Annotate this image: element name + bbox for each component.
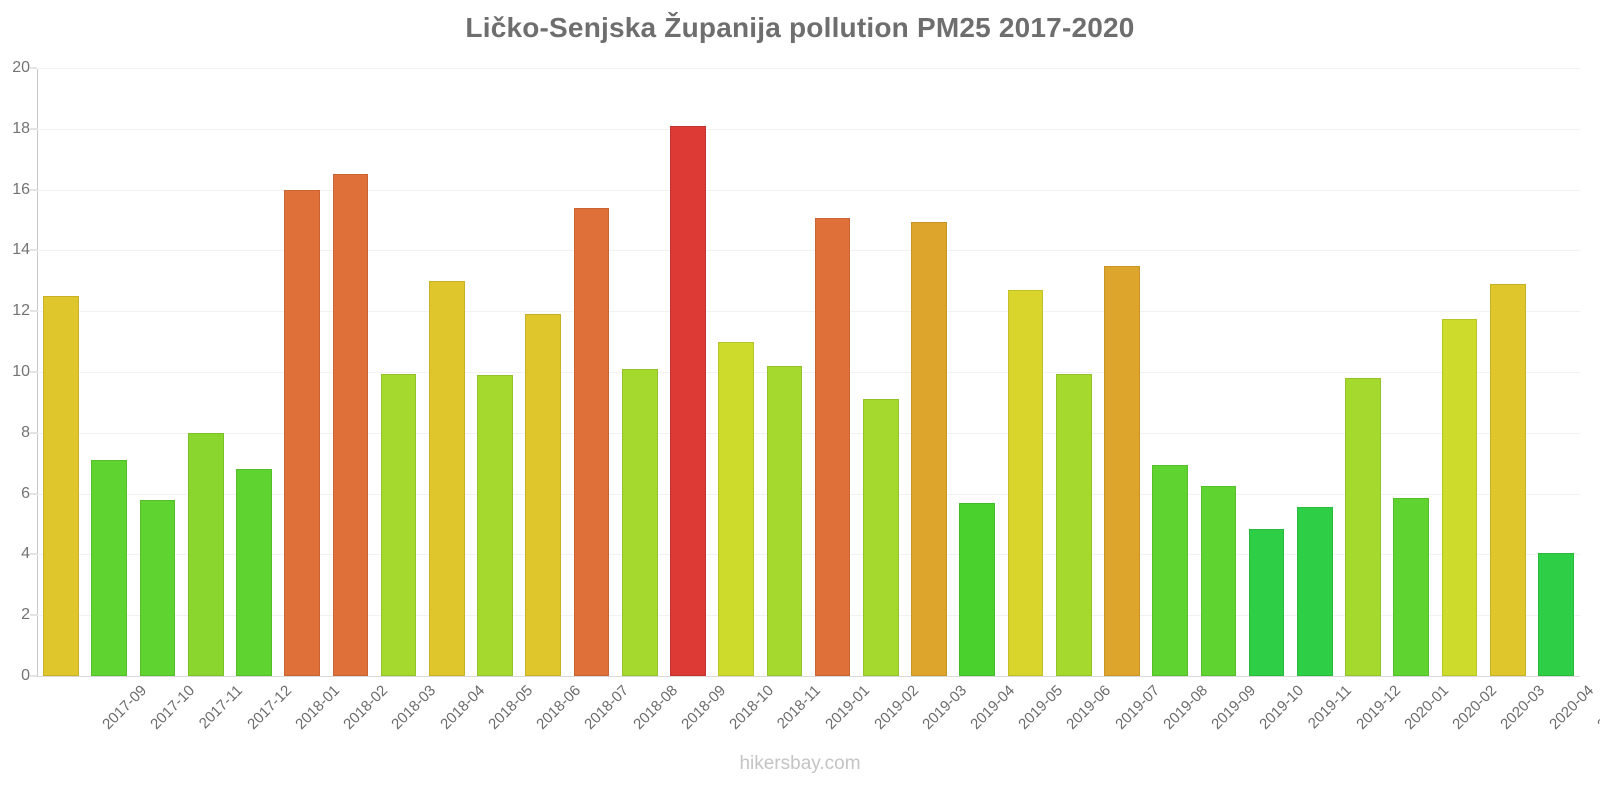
bar[interactable] [718,341,754,676]
x-axis-label: 2017-09 [99,682,151,733]
y-axis-label: 20 [12,59,30,76]
y-axis-tick [30,432,37,434]
x-axis-label: 2018-07 [581,682,633,733]
x-axis-label: 2017-11 [195,682,246,733]
y-axis-label: 16 [12,180,30,198]
bar[interactable] [959,502,996,676]
x-axis-label: 2017-10 [147,682,199,733]
bar-series [37,68,1580,676]
y-axis-label: 18 [12,119,30,137]
source-credit: hikersbay.com [739,753,861,774]
y-axis-tick [30,128,37,130]
bar[interactable] [1489,283,1526,676]
bar[interactable] [236,469,272,676]
bar[interactable] [91,460,128,676]
y-axis-tick [30,371,37,373]
x-axis-label: 2018-01 [292,682,344,733]
x-axis-label: 2019-04 [967,682,1019,733]
y-axis-label: 0 [21,667,30,684]
x-axis-label: 2019-07 [1111,682,1163,733]
y-axis-label: 12 [12,302,30,320]
bar[interactable] [1393,498,1430,676]
y-axis-tick-labels: 0 2 4 6 8 10 12 14 16 18 20 [0,59,37,684]
x-axis-label: 2020-02 [1449,682,1501,733]
x-axis-label: 2019-11 [1304,682,1355,733]
bar[interactable] [525,314,562,676]
x-axis-label: 2017-12 [243,682,295,733]
bar[interactable] [911,221,947,676]
y-axis-tick [30,675,37,677]
x-axis-label: 2019-06 [1063,682,1115,733]
x-axis-label: 2019-09 [1208,682,1260,733]
x-axis-label: 2020-05 [1594,682,1600,733]
x-axis-label: 2019-02 [870,682,922,733]
x-axis-label: 2018-03 [388,682,440,733]
bar[interactable] [1055,373,1092,676]
bar[interactable] [43,296,79,676]
y-axis-label: 8 [21,423,30,441]
x-axis-label: 2019-05 [1015,682,1067,733]
bar[interactable] [766,365,803,676]
bar[interactable] [814,218,851,676]
x-axis-label: 2020-03 [1497,682,1549,733]
bar[interactable] [1441,318,1478,676]
x-axis-label: 2019-10 [1256,682,1308,733]
x-axis-label: 2020-04 [1545,682,1597,733]
bar[interactable] [1296,507,1333,676]
bar[interactable] [1007,289,1044,676]
bar[interactable] [621,368,658,676]
y-axis-label: 4 [21,545,30,563]
bar[interactable] [1538,552,1574,676]
x-axis-label: 2020-01 [1401,682,1453,733]
y-axis-label: 10 [12,363,30,380]
y-axis-label: 2 [21,606,30,624]
bar[interactable] [139,499,176,676]
page-title: Ličko-Senjska Županija pollution PM25 20… [465,12,1135,43]
y-axis-tick [30,310,37,312]
bar[interactable] [1152,464,1188,676]
bar[interactable] [429,280,465,676]
bar[interactable] [573,207,610,676]
y-axis-tick [30,553,37,555]
y-axis-label: 6 [21,484,30,502]
x-axis-label: 2018-06 [533,682,585,733]
x-axis-label: 2019-12 [1352,682,1404,733]
bar[interactable] [670,125,706,676]
bar[interactable] [1200,486,1237,676]
bar[interactable] [1104,265,1140,676]
y-axis-tick [30,614,37,616]
bar[interactable] [332,174,369,676]
bar[interactable] [477,375,513,676]
x-axis-label: 2019-01 [822,682,874,733]
x-axis-label: 2018-02 [340,682,392,733]
bar[interactable] [380,373,417,676]
x-axis-label: 2018-11 [773,682,825,733]
x-axis-label: 2018-04 [436,682,488,733]
plot-area [37,68,1580,677]
x-axis-label: 2018-08 [629,682,681,733]
x-axis-label: 2018-09 [677,682,729,733]
x-axis-label: 2018-10 [726,682,778,733]
y-axis-label: 14 [12,241,30,259]
bar[interactable] [187,432,224,676]
y-axis-tick [30,493,37,495]
bar[interactable] [862,399,899,676]
x-axis-label: 2019-03 [918,682,970,733]
bar[interactable] [1248,528,1285,676]
bar[interactable] [1345,378,1381,676]
x-axis-label: 2018-05 [484,682,536,733]
bar[interactable] [284,189,321,676]
y-axis-tick [30,189,37,191]
y-axis-tick [30,249,37,251]
y-axis-tick [30,67,37,69]
x-axis-label: 2019-08 [1160,682,1212,733]
